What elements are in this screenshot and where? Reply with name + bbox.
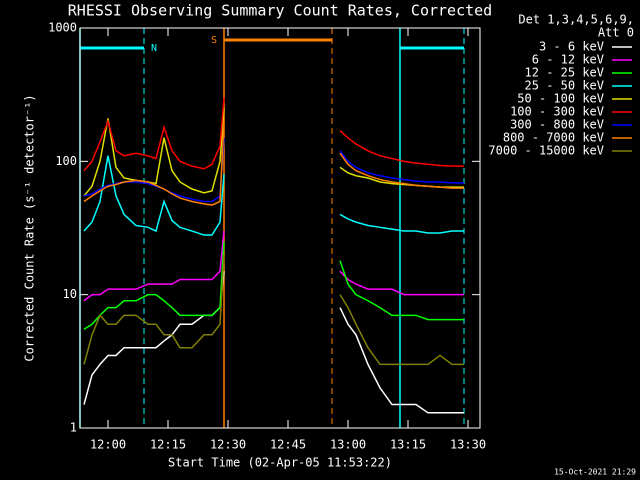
series-line — [339, 213, 464, 234]
series-line — [83, 137, 225, 203]
legend-label: 6 - 12 keV — [532, 53, 604, 67]
legend-label: 800 - 7000 keV — [503, 131, 604, 145]
series-line — [339, 270, 464, 296]
x-tick-label: 13:00 — [330, 438, 366, 452]
series-line — [339, 150, 464, 184]
legend-label: 100 - 300 keV — [510, 105, 604, 119]
y-tick-label: 1000 — [48, 21, 77, 35]
series-line — [339, 307, 464, 414]
legend-label: 300 - 800 keV — [510, 118, 604, 132]
series-line — [83, 108, 225, 197]
interval-label: N — [151, 43, 157, 54]
x-axis-label: Start Time (02-Apr-05 11:53:22) — [168, 456, 392, 470]
legend-title: Att 0 — [598, 26, 634, 40]
legend-label: 25 - 50 keV — [525, 79, 604, 93]
series-line — [83, 121, 225, 206]
plot-frame — [79, 27, 481, 429]
legend-label: 50 - 100 keV — [517, 92, 604, 106]
series-line — [83, 155, 225, 236]
legend-label: 3 - 6 keV — [539, 40, 604, 54]
y-tick-label: 10 — [63, 287, 77, 301]
series-line — [83, 230, 225, 302]
x-tick-label: 13:15 — [390, 438, 426, 452]
series-line — [83, 254, 225, 365]
y-tick-label: 100 — [55, 154, 77, 168]
legend-label: 7000 - 15000 keV — [488, 144, 604, 158]
legend-title: Det 1,3,4,5,6,9, — [518, 13, 634, 27]
y-tick-label: 1 — [70, 421, 77, 435]
series-line — [339, 260, 464, 321]
x-tick-label: 12:15 — [150, 438, 186, 452]
x-tick-label: 12:45 — [270, 438, 306, 452]
series-line — [83, 97, 225, 172]
series-line — [339, 152, 464, 189]
x-tick-label: 12:00 — [90, 438, 126, 452]
legend-label: 12 - 25 keV — [525, 66, 604, 80]
x-tick-label: 13:30 — [450, 438, 486, 452]
series-line — [339, 130, 464, 167]
interval-label: S — [211, 35, 217, 46]
series-line — [339, 294, 464, 366]
footer: 15-Oct-2021 21:29 — [554, 468, 636, 477]
chart-title: RHESSI Observing Summary Count Rates, Co… — [68, 2, 492, 20]
x-tick-label: 12:30 — [210, 438, 246, 452]
series-line — [83, 241, 225, 330]
y-axis-label: Corrected Count Rate (s⁻¹ detector⁻¹) — [23, 94, 37, 361]
